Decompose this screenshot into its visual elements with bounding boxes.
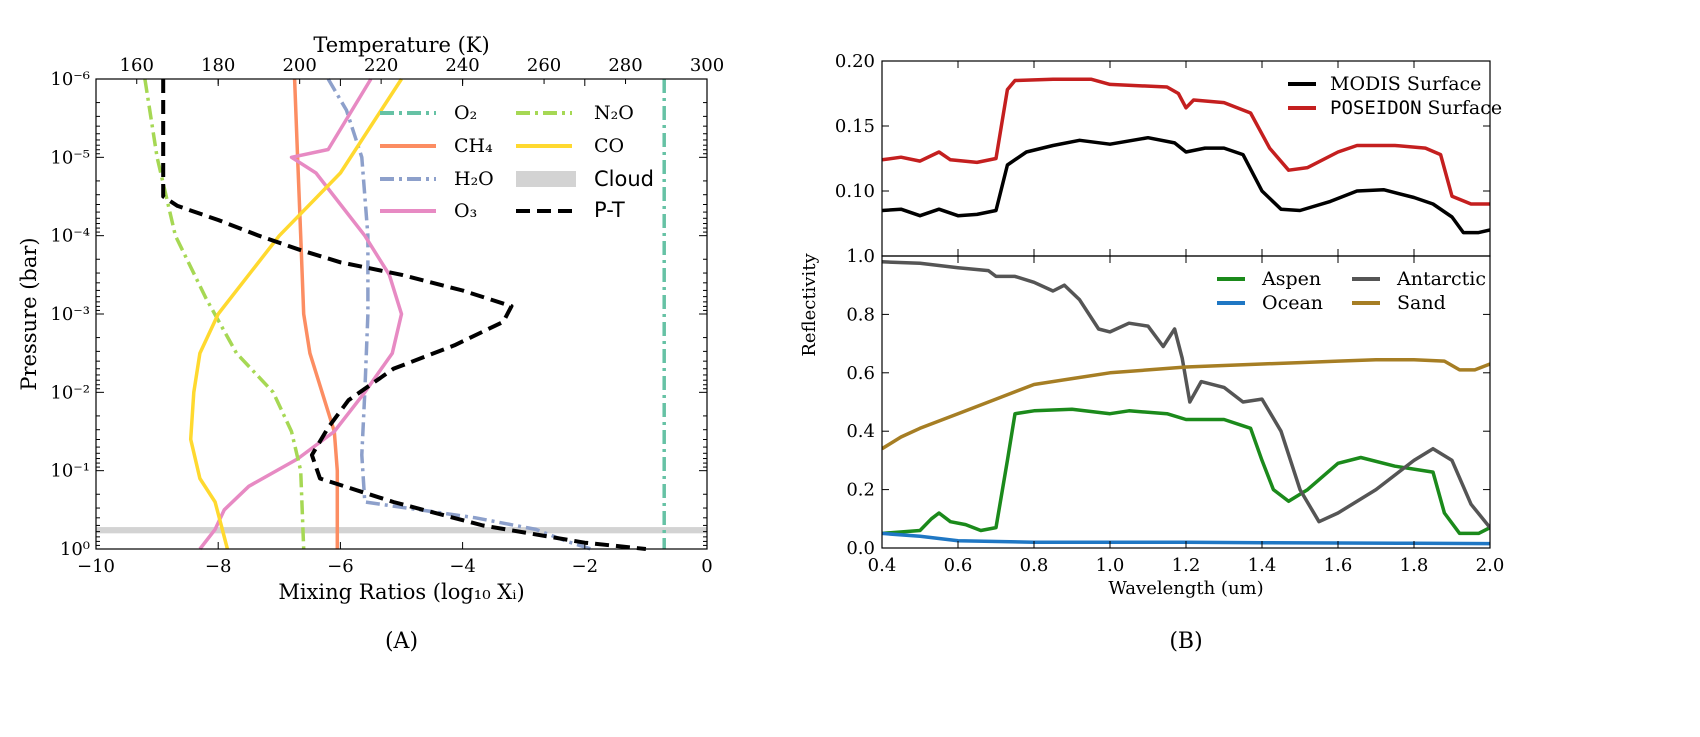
y-tick-label: 0.20 (835, 51, 875, 72)
chart-b-reflectivity: 0.10 0.15 0.20 0.0 0.2 0.4 0.6 0.8 1.0 MODIS Surf… (799, 51, 1504, 654)
y-tick-label: 1.0 (846, 246, 875, 267)
y-tick-label: 0.8 (846, 304, 875, 325)
temperature-tick-label: 280 (608, 55, 642, 76)
y-tick-label: 0.6 (846, 363, 875, 384)
x-axis-label: Wavelength (um) (1108, 578, 1263, 599)
series-3-line (198, 78, 404, 551)
x-axis-label: Mixing Ratios (log₁₀ Xᵢ) (278, 580, 524, 604)
chart-a-mixing-ratios: −10 −8 −6 −4 −2 0 160 180 200 220 240 260 280 300 10⁻⁶… (17, 33, 724, 654)
y-tick-label: 10⁻² (50, 382, 90, 403)
x-tick-label: 1.4 (1248, 555, 1277, 576)
legend-label: P-T (594, 198, 625, 222)
x-tick-label: −4 (449, 556, 476, 577)
x-tick-label: 0.8 (1020, 555, 1049, 576)
x-tick-label: 0 (701, 556, 712, 577)
temperature-tick-label: 220 (364, 55, 398, 76)
temperature-tick-label: 180 (201, 55, 235, 76)
legend: O₂ CH₄ H₂O O₃ N₂O CO Cloud P-T (380, 102, 654, 222)
y-tick-label: 0.2 (846, 480, 875, 501)
y-tick-label: 10⁻³ (50, 304, 90, 325)
x-tick-label: 0.6 (944, 555, 973, 576)
y-tick-label: 10⁻¹ (50, 461, 90, 482)
legend-label: Ocean (1262, 292, 1323, 314)
legend-label-suffix: Surface (1422, 97, 1503, 119)
series-0-line (882, 407, 1490, 536)
y-tick-label: 10⁻⁴ (50, 226, 90, 247)
temperature-tick-label: 260 (527, 55, 561, 76)
legend-label: N₂O (594, 102, 634, 124)
legend-label: CO (594, 135, 624, 157)
legend-label-prefix: MODIS (1330, 73, 1401, 95)
x-tick-label: 1.6 (1324, 555, 1353, 576)
series-group (882, 77, 1490, 235)
y-tick-label: 10⁻⁵ (50, 147, 90, 168)
legend-label: O₂ (454, 102, 477, 124)
legend-label: Aspen (1261, 268, 1321, 290)
series-5-line (188, 78, 403, 550)
cloud-band (96, 527, 707, 534)
y-tick-label: 0.10 (835, 181, 875, 202)
series-2-line (882, 260, 1490, 529)
x-tick-label: 2.0 (1476, 555, 1505, 576)
legend-label: MODIS Surface (1330, 73, 1481, 95)
temperature-axis-label: Temperature (K) (313, 33, 489, 57)
y-axis-label: Reflectivity (799, 253, 820, 357)
series-0-line (882, 135, 1490, 235)
x-tick-label: 0.4 (868, 555, 897, 576)
x-tick-label: 1.8 (1400, 555, 1429, 576)
series-2-line (326, 78, 592, 551)
x-tick-label: −2 (572, 556, 599, 577)
series-6-line (161, 79, 647, 551)
series-1-line (882, 77, 1490, 206)
x-tick-label: −6 (327, 556, 354, 577)
series-1-line (292, 78, 340, 549)
panel-bottom: 0.0 0.2 0.4 0.6 0.8 1.0 (846, 246, 1491, 559)
legend-label: O₃ (454, 200, 477, 222)
y-tick-label: 0.4 (846, 421, 875, 442)
y-tick-label: 10⁰ (60, 539, 90, 560)
y-tick-label: 10⁻⁶ (50, 69, 90, 90)
series-1-line (882, 531, 1490, 546)
x-tick-label: −10 (77, 556, 115, 577)
x-tick-label: −8 (205, 556, 232, 577)
temperature-tick-label: 160 (120, 55, 154, 76)
temperature-tick-label: 240 (445, 55, 479, 76)
legend-swatch (516, 171, 576, 187)
temperature-tick-label: 300 (690, 55, 724, 76)
legend-label: Cloud (594, 167, 654, 191)
y-tick-label: 0.0 (846, 538, 875, 559)
series-group (882, 260, 1490, 546)
y-axis-label: Pressure (bar) (17, 237, 41, 390)
series-4-line (143, 78, 306, 550)
legend-label: POSEIDON Surface (1330, 97, 1502, 119)
legend-label-suffix: Surface (1401, 73, 1482, 95)
caption-a: (A) (385, 629, 418, 654)
series-3-line (882, 357, 1490, 451)
legend-label: Antarctic (1396, 268, 1486, 290)
legend-label-prefix: POSEIDON (1330, 97, 1422, 119)
temperature-tick-label: 200 (282, 55, 316, 76)
legend-label: Sand (1397, 292, 1446, 314)
legend-label: CH₄ (454, 135, 493, 157)
x-tick-label: 1.0 (1096, 555, 1125, 576)
y-tick-label: 0.15 (835, 116, 875, 137)
legend-label: H₂O (454, 168, 494, 190)
caption-b: (B) (1169, 629, 1202, 654)
x-tick-label: 1.2 (1172, 555, 1201, 576)
